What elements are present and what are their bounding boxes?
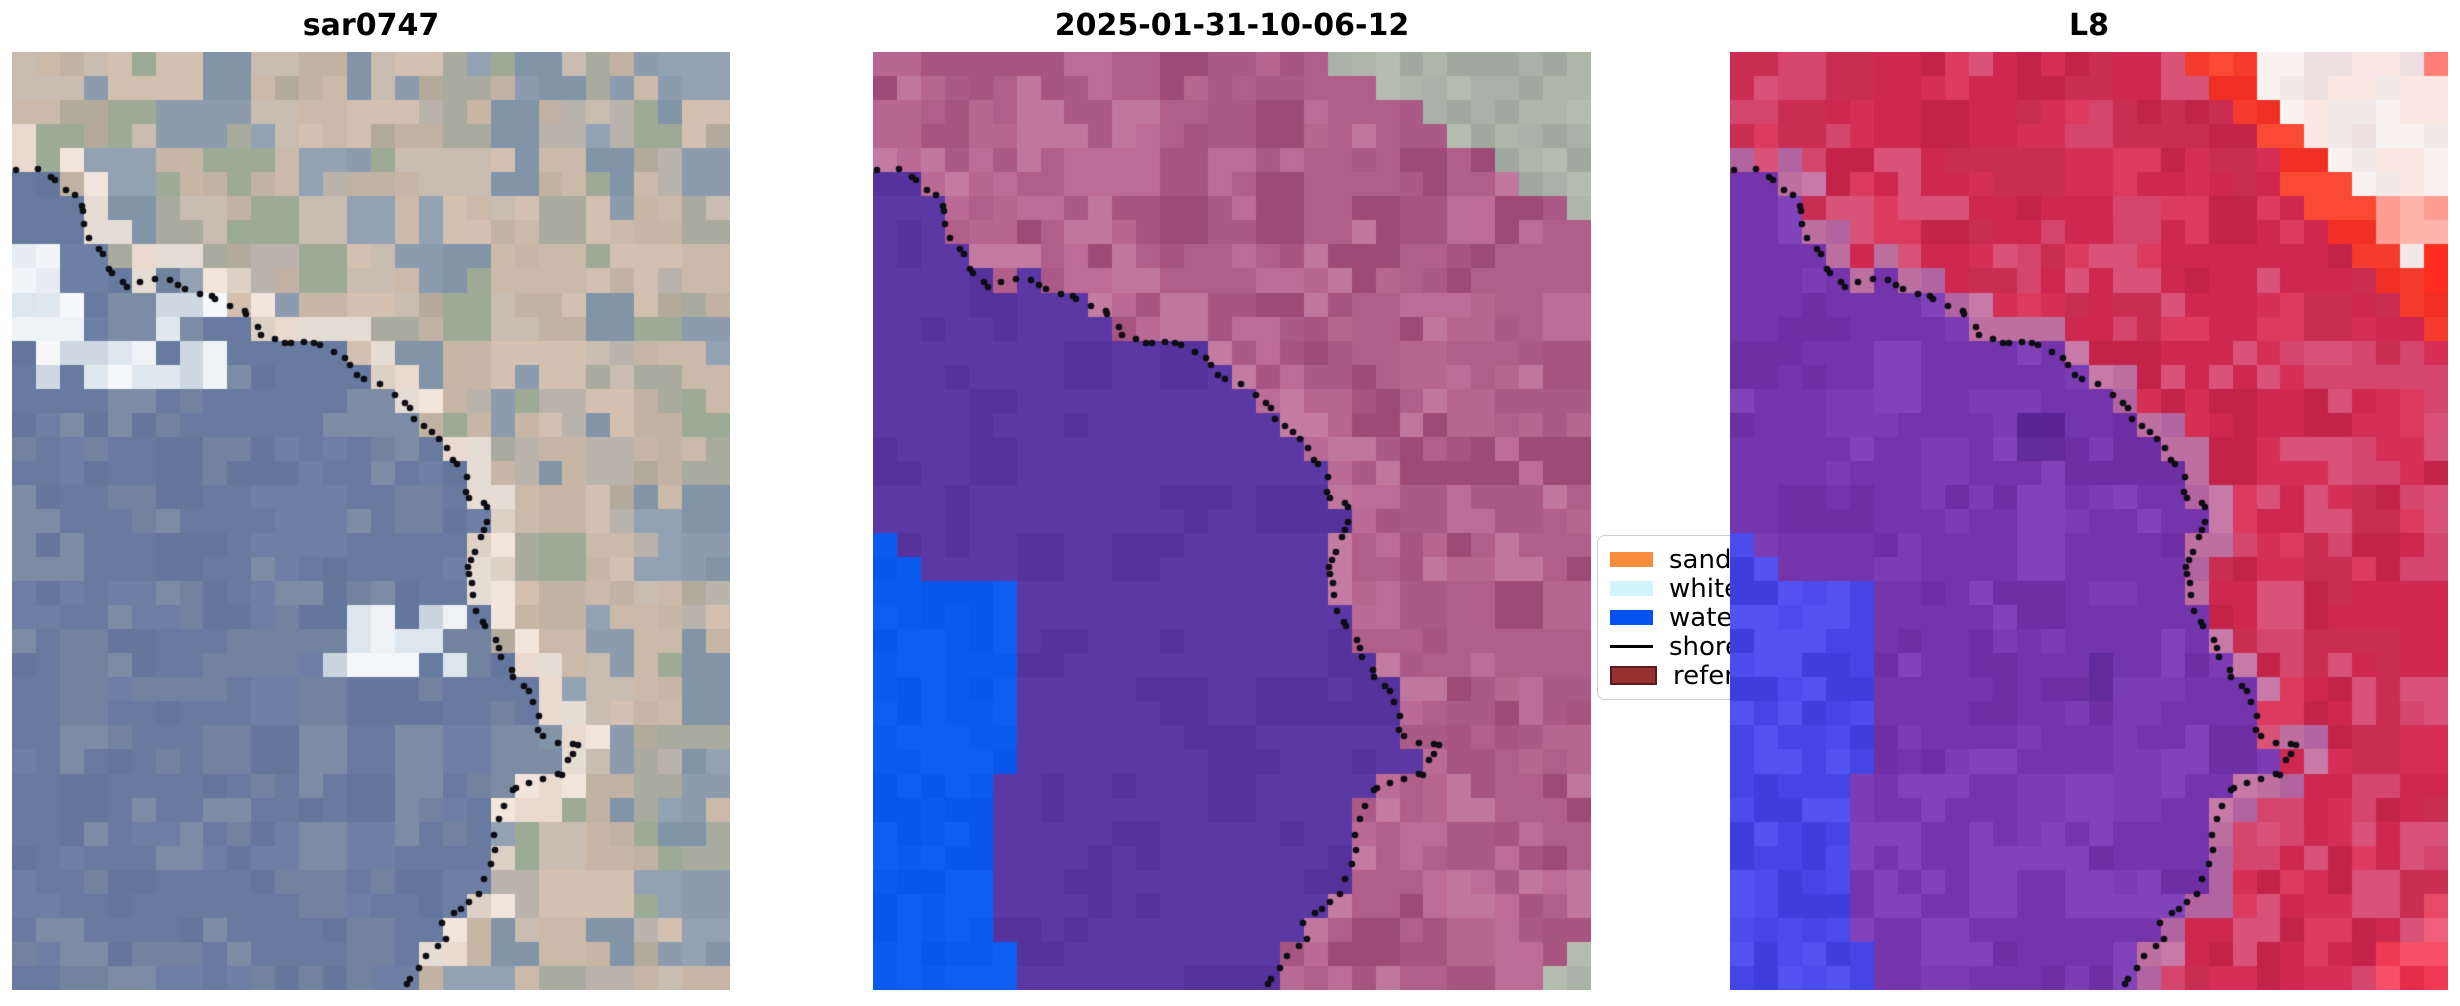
- sar-panel: [12, 52, 730, 990]
- panel-title-date: 2025-01-31-10-06-12: [1054, 8, 1410, 43]
- legend-swatch-reference: [1610, 666, 1657, 685]
- legend-swatch-shoreline: [1610, 645, 1653, 648]
- legend-swatch-sand: [1610, 552, 1653, 567]
- sar-panel-image: [12, 52, 730, 990]
- legend-swatch-whitewater: [1610, 581, 1653, 596]
- l8-panel-image: [1730, 52, 2448, 990]
- l8-panel: [1730, 52, 2448, 990]
- panel-title-sar: sar0747: [302, 8, 440, 43]
- legend-item-sand: sand: [1610, 545, 1798, 574]
- legend-swatch-water: [1610, 610, 1653, 625]
- panel-title-l8: L8: [2069, 8, 2109, 43]
- classification-panel: [873, 52, 1591, 990]
- legend-label: sand: [1669, 544, 1732, 575]
- classification-panel-image: [873, 52, 1591, 990]
